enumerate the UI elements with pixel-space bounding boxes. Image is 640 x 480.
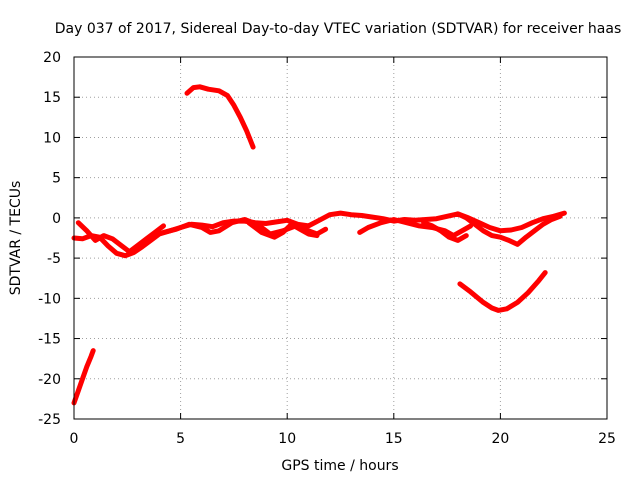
y-tick-label: 10 xyxy=(43,130,61,146)
x-tick-label: 20 xyxy=(491,431,509,447)
series-band-4 xyxy=(246,220,320,240)
x-tick-label: 25 xyxy=(598,431,616,447)
x-axis-label: GPS time / hours xyxy=(281,458,398,474)
grid xyxy=(74,57,607,419)
series-band-1 xyxy=(71,210,567,259)
series-arc-3 xyxy=(457,270,548,313)
series-band-6 xyxy=(421,220,469,243)
y-tick-label: 20 xyxy=(43,50,61,66)
series-arc-2 xyxy=(184,84,256,150)
series-arc-1 xyxy=(71,348,96,406)
series-group xyxy=(71,84,567,406)
x-tick-label: 5 xyxy=(176,431,185,447)
chart-title: Day 037 of 2017, Sidereal Day-to-day VTE… xyxy=(55,21,622,37)
y-tick-label: 15 xyxy=(43,90,61,106)
plot-frame xyxy=(73,56,608,420)
x-tick-label: 10 xyxy=(278,431,296,447)
y-tick-label: 5 xyxy=(52,171,61,187)
x-axis: 0 5 10 15 20 25 xyxy=(70,57,616,447)
y-tick-label: 0 xyxy=(52,211,61,227)
x-tick-label: 15 xyxy=(385,431,403,447)
series-band-7 xyxy=(455,211,563,247)
y-tick-label: -10 xyxy=(38,291,61,307)
y-tick-label: -15 xyxy=(38,332,61,348)
y-axis: -25 -20 -15 -10 -5 0 5 10 15 20 xyxy=(38,50,607,428)
y-axis-label: SDTVAR / TECUs xyxy=(8,181,24,296)
series-band-5 xyxy=(357,217,474,239)
y-tick-label: -20 xyxy=(38,372,61,388)
y-tick-label: -5 xyxy=(47,251,61,267)
x-tick-label: 0 xyxy=(70,431,79,447)
series-band-2 xyxy=(75,220,166,255)
y-tick-label: -25 xyxy=(38,412,61,428)
